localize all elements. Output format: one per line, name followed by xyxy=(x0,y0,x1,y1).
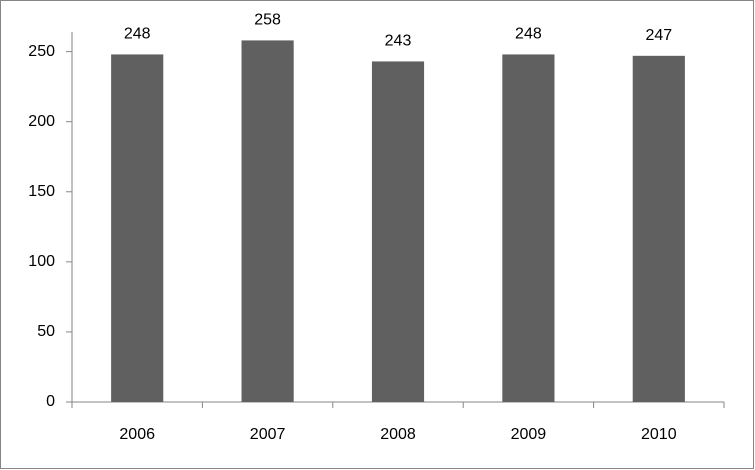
x-tick-label: 2008 xyxy=(380,426,416,443)
value-label: 248 xyxy=(515,26,542,43)
value-label: 243 xyxy=(385,33,412,50)
bar xyxy=(241,40,294,403)
bar xyxy=(632,55,685,403)
y-tick-label: 250 xyxy=(28,43,55,60)
y-tick-label: 50 xyxy=(37,323,55,340)
bar xyxy=(111,54,164,402)
y-tick-label: 200 xyxy=(28,113,55,130)
value-label: 258 xyxy=(254,12,281,29)
y-tick-label: 150 xyxy=(28,183,55,200)
bar xyxy=(502,54,555,402)
x-tick-label: 2007 xyxy=(250,426,286,443)
x-tick-label: 2006 xyxy=(119,426,155,443)
value-label: 248 xyxy=(124,26,151,43)
value-label: 247 xyxy=(645,27,672,44)
y-tick-label: 0 xyxy=(46,393,55,410)
bar xyxy=(371,61,425,402)
x-tick-label: 2009 xyxy=(511,426,547,443)
y-tick-label: 100 xyxy=(28,253,55,270)
x-tick-label: 2010 xyxy=(641,426,677,443)
